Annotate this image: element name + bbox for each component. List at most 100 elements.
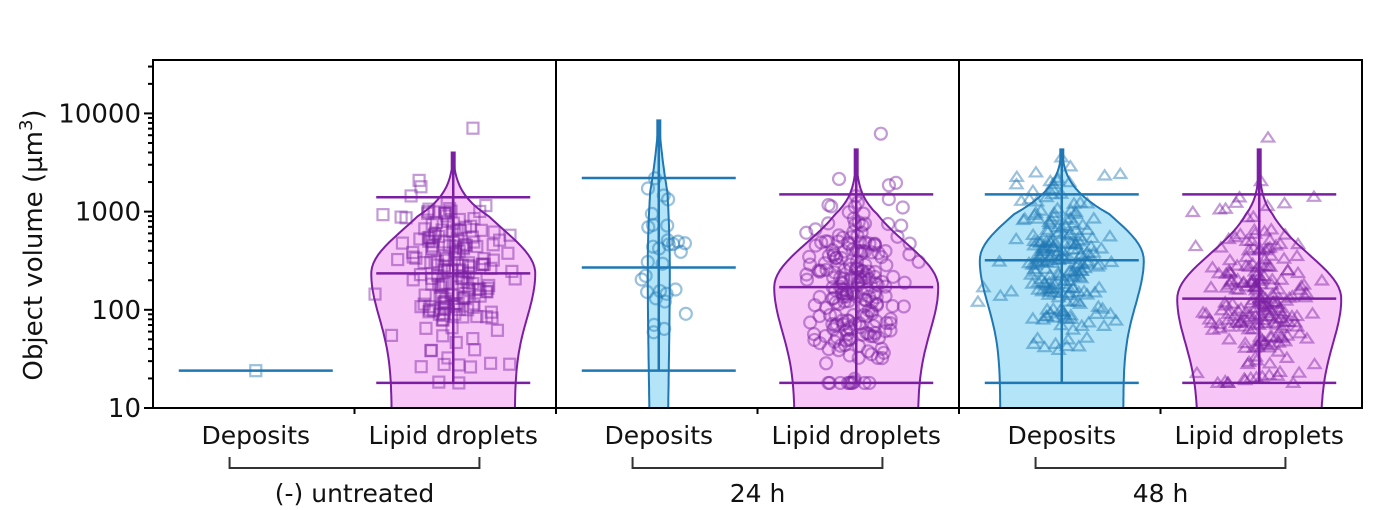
data-point <box>503 228 517 242</box>
data-point <box>1273 320 1290 334</box>
data-point <box>661 237 676 252</box>
data-point <box>445 287 459 301</box>
data-point <box>855 218 870 233</box>
data-point <box>799 272 815 287</box>
data-point <box>1235 319 1253 332</box>
y-tick-label: 10 <box>108 394 141 424</box>
data-point <box>1082 239 1100 252</box>
data-point <box>1251 269 1268 282</box>
data-point <box>1074 232 1091 246</box>
data-point <box>1239 356 1256 370</box>
data-point <box>673 244 688 259</box>
data-point <box>432 307 446 321</box>
data-point <box>1245 209 1262 222</box>
data-point <box>1079 196 1096 209</box>
data-point <box>1073 263 1090 276</box>
data-point <box>851 350 866 365</box>
data-point <box>1047 336 1064 350</box>
data-point <box>670 234 686 249</box>
category-label: Lipid droplets <box>772 421 941 450</box>
data-point <box>439 251 453 265</box>
data-point <box>1026 261 1043 275</box>
data-point <box>1059 287 1077 301</box>
data-point <box>1263 277 1280 290</box>
data-point <box>1246 222 1263 236</box>
data-point <box>1298 331 1316 344</box>
data-point <box>1069 256 1086 269</box>
data-point <box>834 275 849 291</box>
data-point <box>902 236 917 251</box>
data-point <box>839 323 854 338</box>
data-point <box>427 205 441 219</box>
data-point <box>466 276 480 291</box>
data-point <box>438 248 452 263</box>
data-point <box>812 289 827 305</box>
data-point <box>395 236 410 250</box>
violin-deposits-3 <box>969 148 1145 409</box>
data-point <box>799 225 814 240</box>
data-point <box>1229 303 1247 316</box>
data-point <box>1238 249 1255 263</box>
data-point <box>839 289 854 304</box>
data-point <box>451 297 465 311</box>
data-point <box>883 323 898 338</box>
data-point <box>1062 263 1080 276</box>
data-point <box>1267 330 1284 344</box>
data-point <box>1249 337 1267 351</box>
data-point <box>431 268 445 282</box>
data-point <box>1034 284 1051 297</box>
data-point <box>1024 311 1042 324</box>
data-point <box>459 238 473 253</box>
data-point <box>1091 257 1108 270</box>
data-point <box>1255 336 1273 350</box>
data-point <box>911 254 926 269</box>
data-point <box>1220 231 1237 245</box>
data-point <box>1041 280 1059 293</box>
data-point <box>444 204 458 218</box>
data-point <box>480 310 494 324</box>
data-point <box>1071 229 1088 242</box>
data-point <box>1306 356 1323 370</box>
data-point <box>1232 314 1249 328</box>
data-point <box>1279 328 1296 341</box>
data-point <box>462 284 476 298</box>
data-point <box>866 318 881 334</box>
data-point <box>851 215 866 230</box>
data-point <box>1248 370 1265 383</box>
data-point <box>1259 297 1276 310</box>
data-point <box>850 195 865 210</box>
data-point <box>503 357 517 371</box>
data-point <box>476 258 490 272</box>
data-point <box>477 251 491 266</box>
data-point <box>828 295 843 310</box>
data-point <box>850 228 865 243</box>
y-tick-label: 1000 <box>75 198 141 228</box>
data-point <box>1064 264 1082 278</box>
data-point <box>1042 235 1060 248</box>
data-point <box>821 342 836 357</box>
data-point <box>648 291 664 306</box>
data-point <box>1251 333 1269 347</box>
data-point <box>406 250 420 264</box>
data-point <box>896 299 911 314</box>
data-point <box>837 294 852 309</box>
data-point <box>437 307 451 321</box>
data-point <box>847 371 862 386</box>
data-point <box>1034 240 1051 254</box>
data-point <box>1259 198 1276 212</box>
data-point <box>874 341 889 356</box>
data-point <box>460 275 474 289</box>
data-point <box>467 211 481 226</box>
data-point <box>835 230 850 245</box>
data-point <box>424 344 438 358</box>
data-point <box>1246 280 1263 293</box>
data-point <box>436 313 450 327</box>
data-point <box>1223 273 1240 286</box>
data-point <box>843 270 859 286</box>
data-point <box>1240 243 1258 256</box>
data-point <box>1027 165 1045 178</box>
data-point <box>399 211 413 225</box>
data-point <box>1297 285 1315 298</box>
data-point <box>1273 272 1290 285</box>
data-point <box>819 356 834 371</box>
